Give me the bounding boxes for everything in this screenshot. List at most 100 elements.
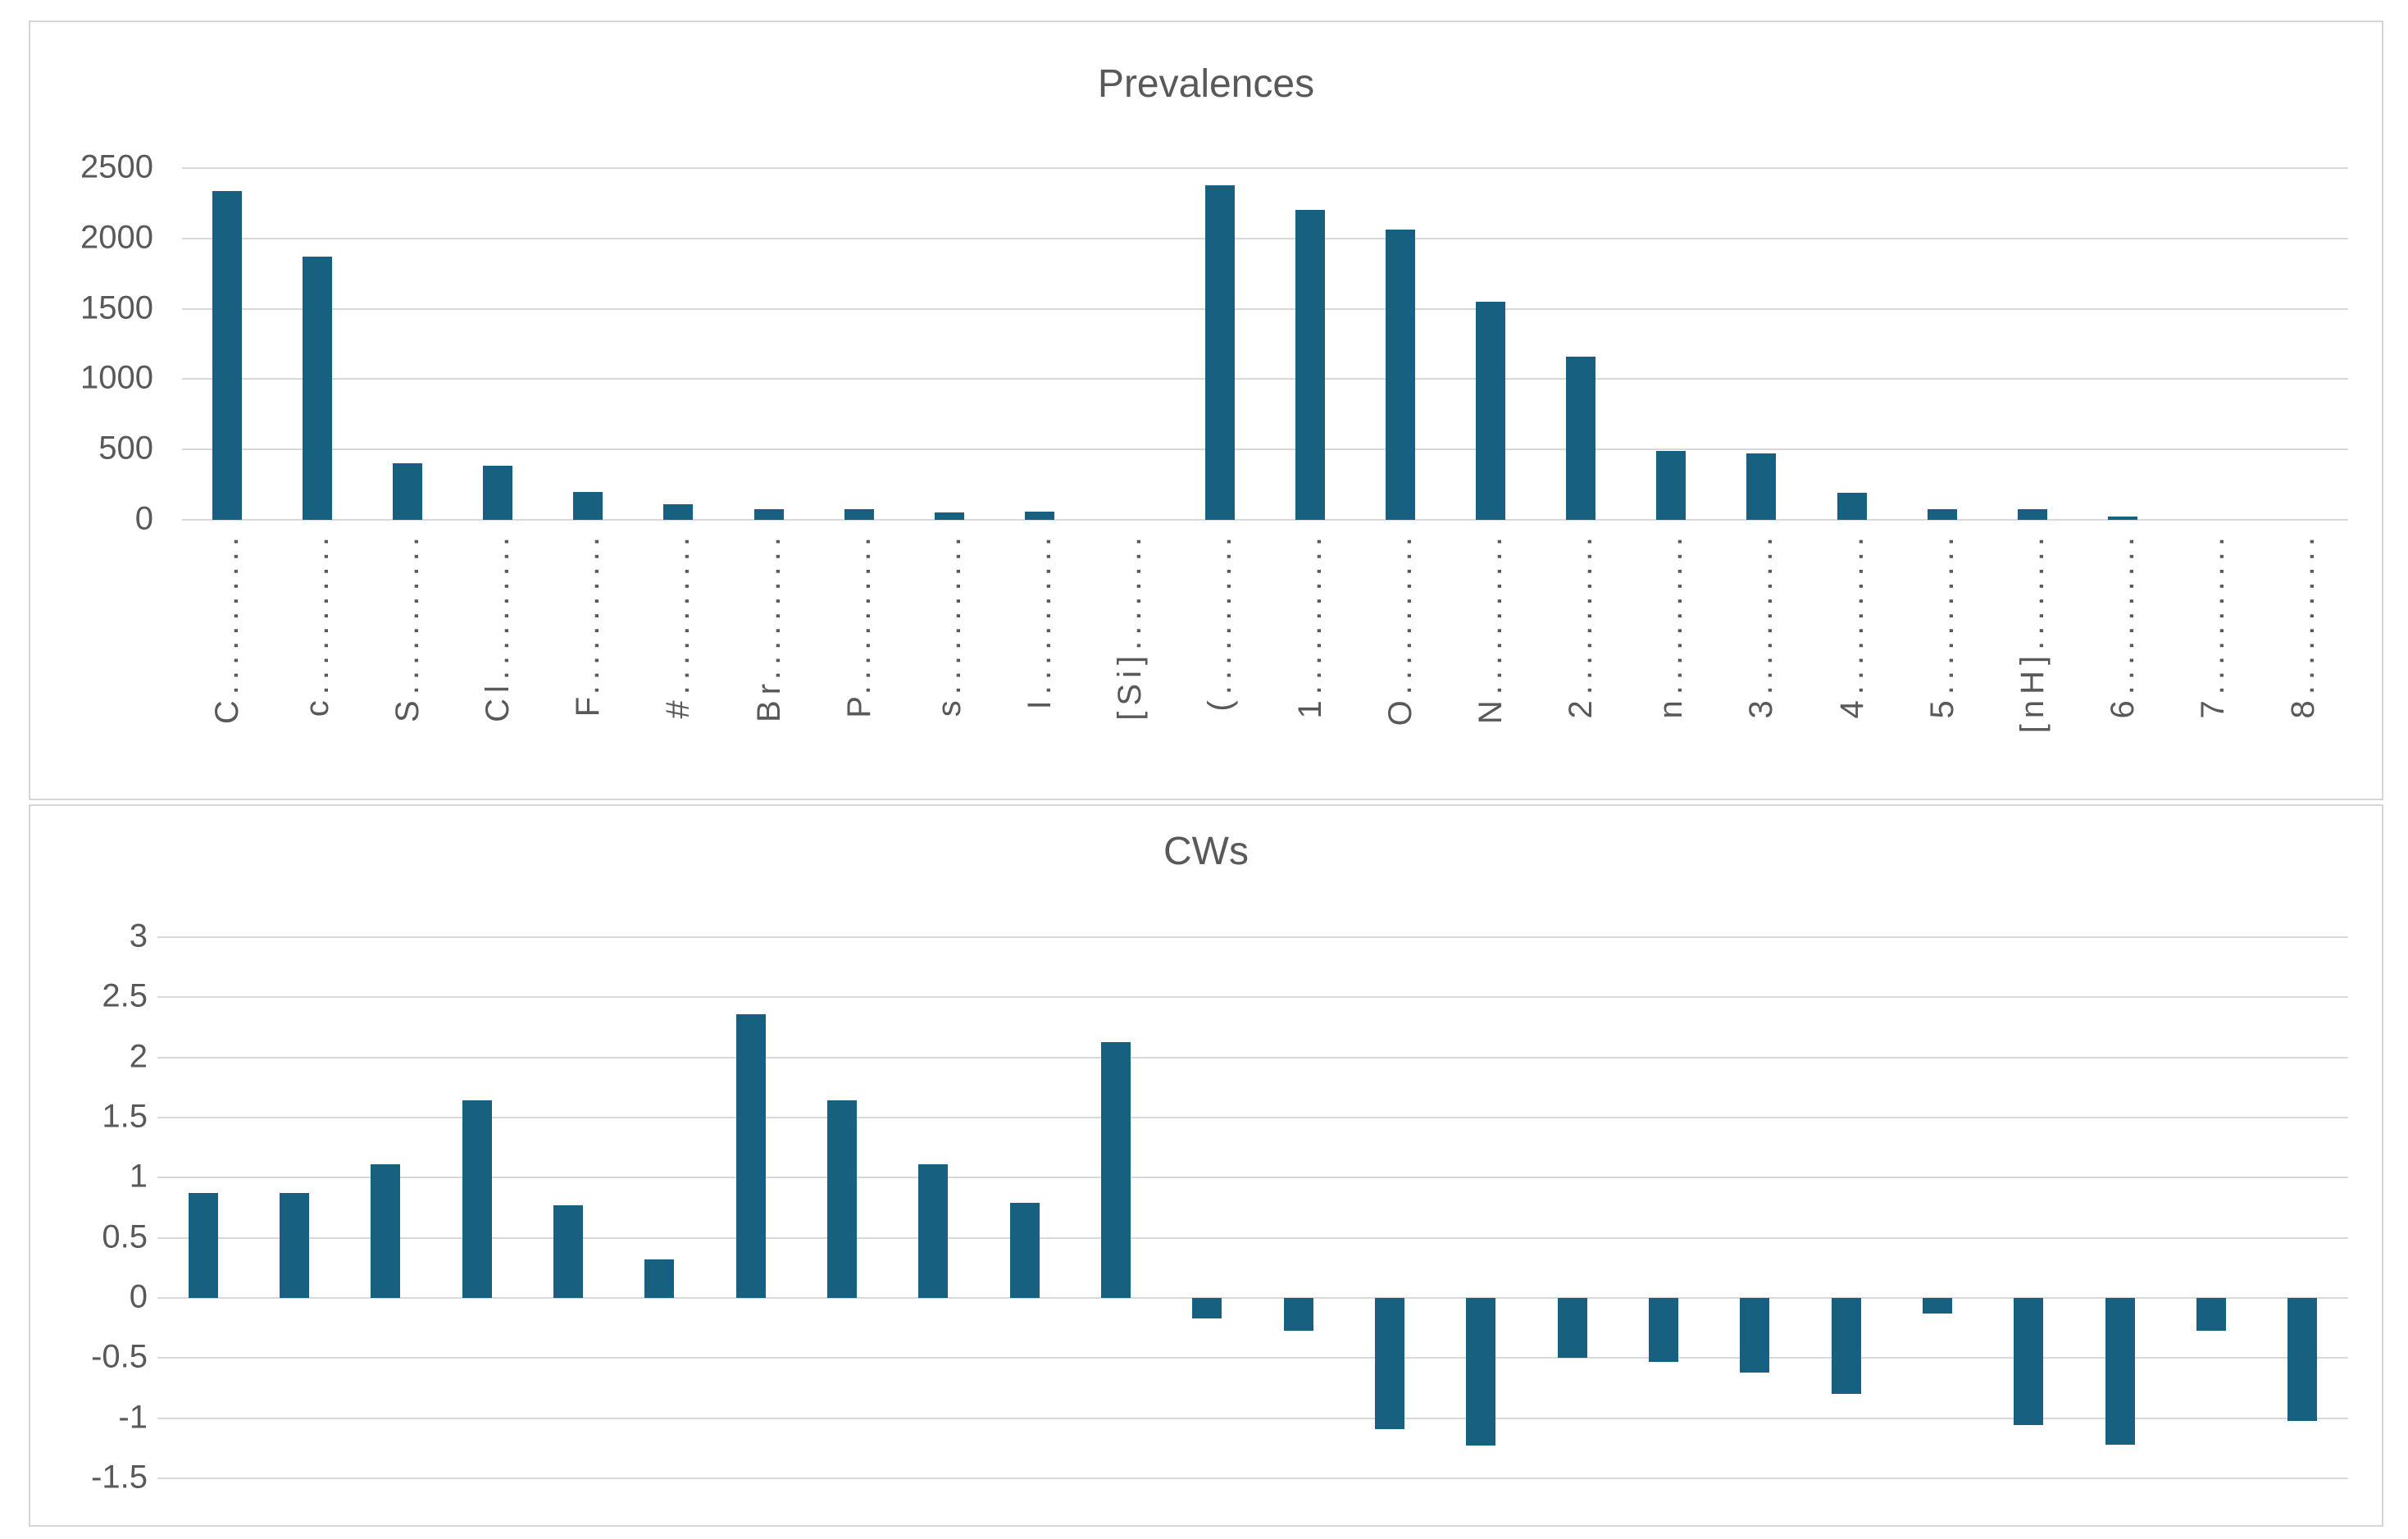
x-axis-tick-label-cell: C........... xyxy=(182,531,272,754)
x-axis-tick-label-cell: 3........... xyxy=(1716,531,1806,754)
x-axis-tick-label-cell: 8........... xyxy=(2258,531,2348,754)
y-axis-tick-label: 3 xyxy=(129,917,148,954)
bar-c xyxy=(280,1193,309,1298)
x-axis-tick-label: N........... xyxy=(1473,531,1509,725)
x-axis-tick-label-cell: 5........... xyxy=(1897,531,1987,754)
x-axis-tick-label: F........... xyxy=(570,531,607,717)
x-axis-tick-label: 7........... xyxy=(2194,531,2231,719)
x-axis-tick-label-cell: c........... xyxy=(272,531,362,754)
gridline xyxy=(157,1297,2348,1299)
bar-s xyxy=(918,1164,949,1298)
x-axis-tick-label-cell: F........... xyxy=(543,531,633,754)
bar-2 xyxy=(1557,1298,1587,1359)
bar-7 xyxy=(2196,1298,2226,1331)
x-axis-tick-label-cell: #........... xyxy=(633,531,723,754)
gridline xyxy=(157,936,2348,938)
y-axis-tick-label: 0 xyxy=(134,500,153,537)
bar-[Si] xyxy=(1101,1041,1131,1298)
bar-P xyxy=(827,1100,857,1298)
x-axis-tick-label: (........... xyxy=(1201,531,1238,712)
x-axis-tick-label: S........... xyxy=(389,531,426,722)
y-axis-tick-label: 2.5 xyxy=(102,977,148,1014)
bar-F xyxy=(553,1205,583,1298)
bar-S xyxy=(393,463,423,520)
x-axis-tick-label: Br.......... xyxy=(750,531,787,722)
x-axis-tick-label-cell: Cl.......... xyxy=(453,531,543,754)
x-axis-tick-label-cell: [nH]........ xyxy=(1987,531,2078,754)
x-axis-tick-label: I........... xyxy=(1021,531,1058,710)
cws-chart-title: CWs xyxy=(1163,830,1249,873)
bar-6 xyxy=(2107,516,2137,520)
x-axis-tick-label: 3........... xyxy=(1743,531,1780,719)
bar-Br xyxy=(753,509,784,520)
x-axis-tick-label-cell: Br.......... xyxy=(724,531,814,754)
x-axis-tick-label-cell: N........... xyxy=(1445,531,1536,754)
x-axis-tick-label: s........... xyxy=(931,531,967,717)
gridline xyxy=(157,1478,2348,1479)
y-axis-tick-label: 2000 xyxy=(80,219,153,256)
gridline xyxy=(182,307,2348,310)
bar-s xyxy=(934,512,964,520)
x-axis-tick-label: 1........... xyxy=(1292,531,1329,719)
bar-O xyxy=(1375,1298,1404,1429)
bar-4 xyxy=(1837,492,1867,520)
bar-6 xyxy=(2105,1298,2135,1445)
x-axis-tick-label: #........... xyxy=(660,531,697,719)
x-axis-tick-label: 6........... xyxy=(2104,531,2141,719)
x-axis-tick-label-cell: P........... xyxy=(814,531,904,754)
bar-3 xyxy=(1740,1298,1770,1373)
x-axis-tick-label-cell: s........... xyxy=(904,531,995,754)
prevalences-chart-panel: Prevalences 2500 2000 1500 1000 500 0 C......… xyxy=(29,20,2383,800)
x-axis-tick-label: 8........... xyxy=(2284,531,2321,719)
bar-2 xyxy=(1566,356,1596,520)
x-axis-tick-label-cell: O........... xyxy=(1355,531,1445,754)
bar-Br xyxy=(735,1013,766,1298)
y-axis-tick-label: 1 xyxy=(129,1158,148,1195)
x-axis-tick-label: O........... xyxy=(1382,531,1419,726)
y-axis-tick-label: -1 xyxy=(118,1399,148,1436)
bar-C xyxy=(212,191,243,520)
x-axis-tick-label: C........... xyxy=(209,531,246,725)
bar-[nH] xyxy=(2017,509,2047,520)
bar-[nH] xyxy=(2014,1298,2044,1426)
gridline xyxy=(157,996,2348,999)
bar-3 xyxy=(1746,453,1777,520)
x-axis-tick-label-cell: [Si]........ xyxy=(1085,531,1175,754)
gridline xyxy=(182,378,2348,380)
bar-F xyxy=(573,491,603,520)
gridline xyxy=(182,167,2348,169)
gridline xyxy=(182,448,2348,451)
bar-8 xyxy=(2287,1298,2318,1421)
bar-N xyxy=(1476,302,1506,520)
x-axis-tick-label-cell: 4........... xyxy=(1807,531,1897,754)
x-axis-tick-label: Cl.......... xyxy=(480,531,517,722)
y-axis-tick-label: 2 xyxy=(129,1038,148,1075)
gridline xyxy=(157,1357,2348,1359)
x-axis-tick-label: 5........... xyxy=(1923,531,1960,719)
y-axis-tick-label: 2500 xyxy=(80,148,153,185)
y-axis-tick-label: -1.5 xyxy=(91,1459,148,1496)
gridline xyxy=(157,1177,2348,1179)
y-axis-tick-label: -0.5 xyxy=(91,1338,148,1375)
bar-I xyxy=(1024,511,1054,520)
bar-I xyxy=(1009,1203,1040,1298)
x-axis-tick-label: [nH]........ xyxy=(2014,531,2051,734)
x-axis-tick-label: 2........... xyxy=(1563,531,1600,719)
prevalences-chart-title: Prevalences xyxy=(1097,62,1315,106)
gridline xyxy=(157,1056,2348,1059)
bar-O xyxy=(1386,229,1416,520)
bar-5 xyxy=(1923,1298,1952,1314)
x-axis-tick-label: [Si]........ xyxy=(1111,531,1148,721)
bar-5 xyxy=(1927,509,1957,520)
bar-c xyxy=(303,257,333,520)
bar-# xyxy=(663,504,694,520)
y-axis-tick-label: 500 xyxy=(98,430,153,467)
y-axis-tick-label: 1.5 xyxy=(102,1098,148,1135)
gridline xyxy=(157,1236,2348,1239)
bar-S xyxy=(371,1164,401,1298)
bar-4 xyxy=(1831,1298,1861,1395)
x-axis-tick-label: 4........... xyxy=(1833,531,1870,719)
gridline xyxy=(157,1117,2348,1118)
x-axis-tick-label: n........... xyxy=(1653,531,1690,719)
bar-( xyxy=(1192,1298,1222,1318)
